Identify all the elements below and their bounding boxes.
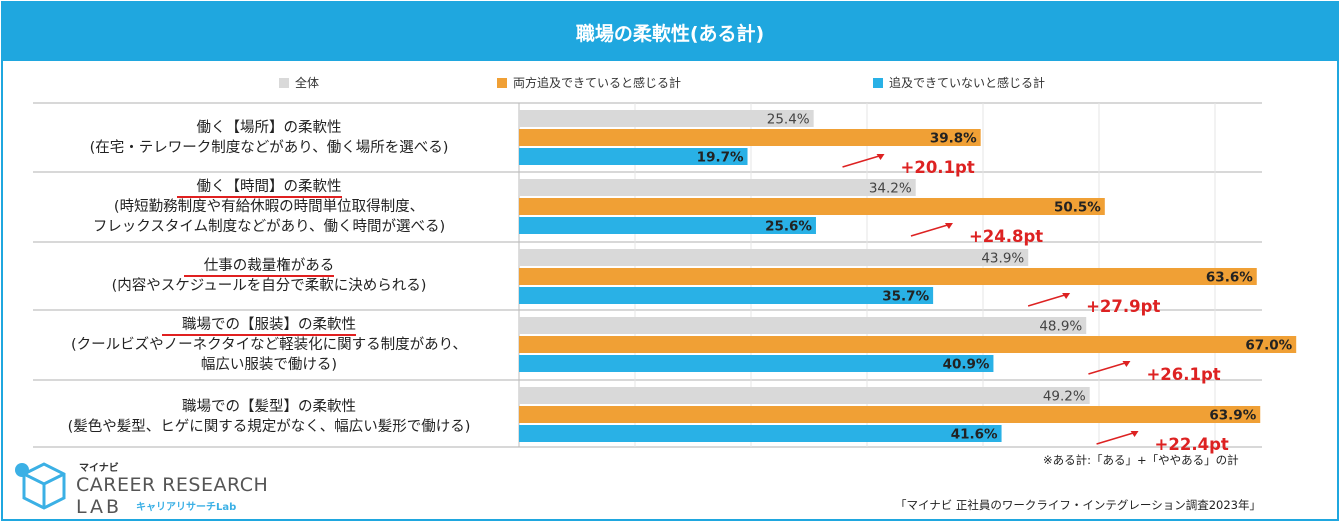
row-label-desc: (在宅・テレワーク制度などがあり、働く場所を選べる) [89,140,449,156]
legend-swatch [873,77,883,88]
logo-line1: CAREER RESEARCH [76,474,268,496]
row-label-desc: (内容やスケジュールを自分で柔軟に決められる) [111,278,427,294]
row-label-desc: 幅広い服装で働ける) [200,357,338,373]
career-research-lab-logo: マイナビ CAREER RESEARCH LAB キャリアリサーチLab [15,461,268,518]
page-title: 職場の柔軟性(ある計) [3,3,1337,61]
row-label: 働く【場所】の柔軟性 (在宅・テレワーク制度などがあり、働く場所を選べる) [24,118,514,158]
legend-swatch [279,77,289,88]
cube-icon [15,462,66,510]
row-label-desc: フレックスタイム制度などがあり、働く時間が選べる) [92,219,446,235]
row-label-title: 仕事の裁量権がある [183,258,335,277]
row-label-title: 働く【場所】の柔軟性 [196,120,342,136]
logo-brand: マイナビ [79,461,119,474]
row-label: 職場での【髪型】の柔軟性 (髪色や髪型、ヒゲに関する規定がなく、幅広い髪形で働け… [24,397,514,437]
legend-item-not: 追及できていないと感じる計 [873,74,1045,91]
legend-label: 両方追及できていると感じる計 [513,76,682,90]
row-label: 働く【時間】の柔軟性 (時短勤務制度や有給休暇の時間単位取得制度、 フレックスタ… [24,177,514,237]
footnote: ※ある計:「ある」+「ややある」の計 [1043,453,1239,467]
legend-item-both: 両方追及できていると感じる計 [497,74,681,91]
row-label-title: 職場での【服装】の柔軟性 [162,317,356,336]
source-note: 「マイナビ 正社員のワークライフ・インテグレーション調査2023年」 [895,498,1261,512]
legend-label: 追及できていないと感じる計 [889,76,1046,90]
row-label-desc: (髪色や髪型、ヒゲに関する規定がなく、幅広い髪形で働ける) [67,419,471,435]
row-label-desc: (クールビズやノーネクタイなど軽装化に関する制度があり、 [71,337,467,353]
logo-sub: キャリアリサーチLab [136,501,236,513]
row-label: 仕事の裁量権がある (内容やスケジュールを自分で柔軟に決められる) [24,256,514,296]
row-label: 職場での【服装】の柔軟性 (クールビズやノーネクタイなど軽装化に関する制度があり… [24,315,514,375]
logo-line2: LAB [76,496,122,518]
legend-swatch [497,77,507,88]
legend-label: 全体 [295,76,320,90]
row-label-title: 働く【時間】の柔軟性 [176,179,342,198]
row-label-title: 職場での【髪型】の柔軟性 [182,399,356,415]
legend-item-overall: 全体 [279,74,319,91]
row-label-desc: (時短勤務制度や有給休暇の時間単位取得制度、 [113,199,425,215]
